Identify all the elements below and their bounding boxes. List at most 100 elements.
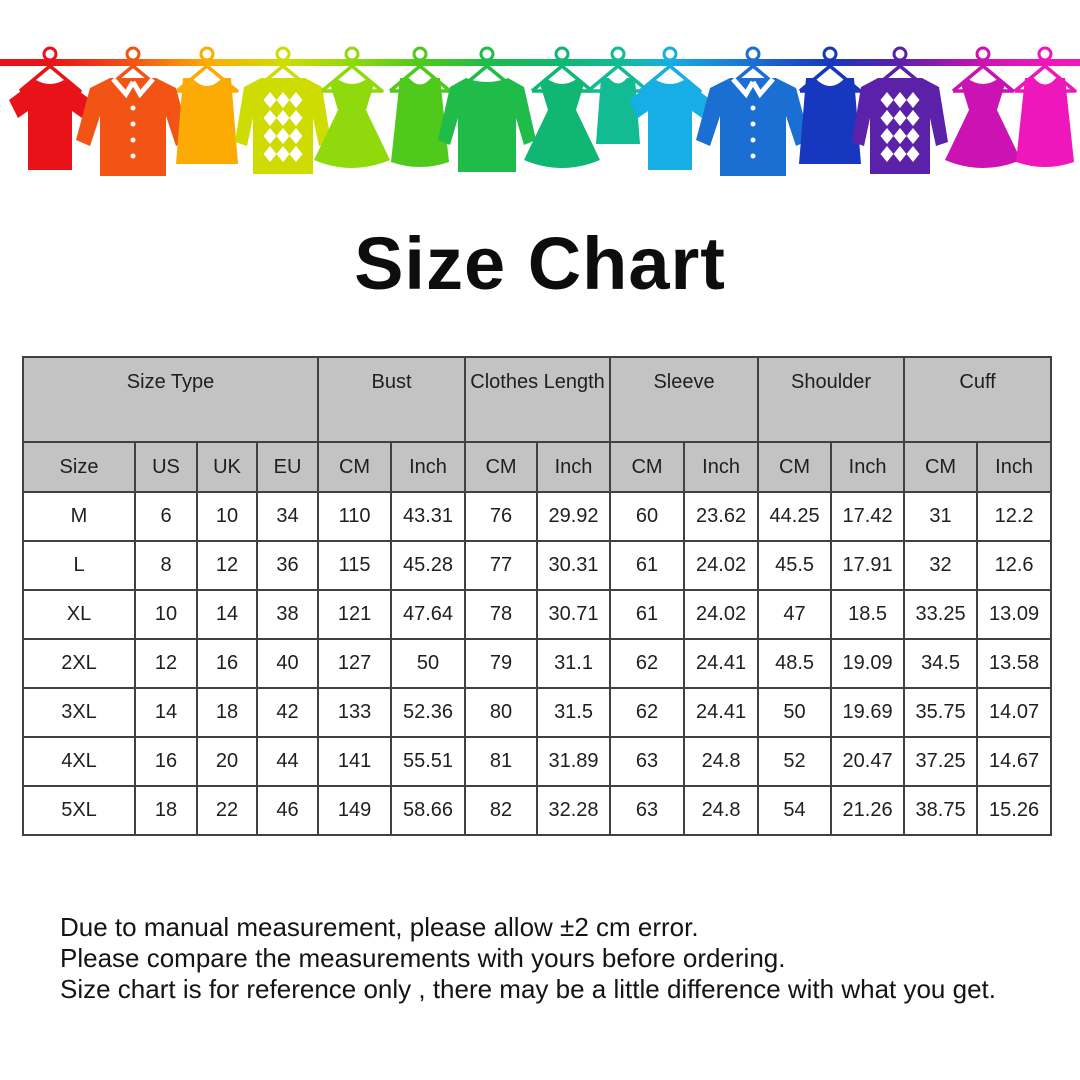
green-sweater-icon <box>438 46 536 172</box>
measurement-cell: 78 <box>464 589 539 640</box>
measurement-cell: 16 <box>134 736 198 787</box>
measurement-cell: 42 <box>255 687 320 738</box>
measurement-cell: 13.09 <box>976 589 1053 640</box>
measurement-cell: 32 <box>903 540 979 591</box>
magenta-dress-icon <box>945 46 1021 168</box>
measurement-cell: 24.41 <box>683 687 760 738</box>
measurement-cell: 76 <box>464 491 539 542</box>
subheader-cell-7: Inch <box>536 441 612 493</box>
measurement-cell: 48.5 <box>757 638 833 689</box>
subheader-cell-0: Size <box>22 441 136 493</box>
navy-tank-top-icon <box>798 46 862 164</box>
measurement-cell: 12.6 <box>976 540 1053 591</box>
note-line-3: Size chart is for reference only , there… <box>60 974 996 1004</box>
size-label-cell: 3XL <box>22 687 136 738</box>
measurement-cell: 12 <box>134 638 198 689</box>
measurement-cell: 121 <box>317 589 393 640</box>
size-row-xl: XL 10 14 38 121 47.64 78 30.71 61 24.02 47 18.5 33.2… <box>22 589 1053 640</box>
measurement-cell: 33.25 <box>903 589 979 640</box>
size-label-cell: 4XL <box>22 736 136 787</box>
purple-argyle-sweater-icon <box>852 46 948 174</box>
size-label-cell: 5XL <box>22 785 136 836</box>
measurement-cell: 14 <box>134 687 198 738</box>
yellow-argyle-sweater-icon <box>235 46 331 174</box>
measurement-cell: 31.89 <box>536 736 612 787</box>
measurement-cell: 63 <box>609 736 686 787</box>
measurement-cell: 50 <box>390 638 467 689</box>
size-table-body: M 6 10 34 110 43.31 76 29.92 60 23.62 44.25 17.42 31… <box>22 491 1053 836</box>
size-row-5xl: 5XL 18 22 46 149 58.66 82 32.28 63 24.8 54 21.26 38.… <box>22 785 1053 836</box>
measurement-cell: 12.2 <box>976 491 1053 542</box>
size-row-m: M 6 10 34 110 43.31 76 29.92 60 23.62 44.25 17.42 31… <box>22 491 1053 542</box>
measurement-cell: 24.02 <box>683 589 760 640</box>
orange-shirt-icon <box>76 46 190 176</box>
measurement-cell: 17.42 <box>830 491 906 542</box>
measurement-cell: 31 <box>903 491 979 542</box>
measurement-cell: 17.91 <box>830 540 906 591</box>
amber-tank-top-icon <box>175 46 239 164</box>
subheader-cell-2: UK <box>196 441 258 493</box>
column-subheader-row: Size US UK EU CM Inch CM Inch CM Inch CM Inch CM Inch <box>22 441 1053 493</box>
column-group-bust: Bust <box>317 356 467 443</box>
measurement-cell: 46 <box>255 785 320 836</box>
measurement-cell: 38.75 <box>903 785 979 836</box>
page-title: Size Chart <box>354 222 726 305</box>
measurement-cell: 81 <box>464 736 539 787</box>
measurement-cell: 18 <box>134 785 198 836</box>
measurement-cell: 20.47 <box>830 736 906 787</box>
measurement-cell: 141 <box>317 736 393 787</box>
measurement-cell: 44 <box>255 736 320 787</box>
measurement-cell: 45.28 <box>390 540 467 591</box>
measurement-cell: 15.26 <box>976 785 1053 836</box>
measurement-cell: 16 <box>196 638 258 689</box>
measurement-notes: Due to manual measurement, please allow … <box>60 912 1080 1005</box>
measurement-cell: 47 <box>757 589 833 640</box>
subheader-cell-9: Inch <box>683 441 760 493</box>
size-row-3xl: 3XL 14 18 42 133 52.36 80 31.5 62 24.41 50 19.69 35.… <box>22 687 1053 738</box>
measurement-cell: 43.31 <box>390 491 467 542</box>
note-line-2: Please compare the measurements with you… <box>60 943 786 973</box>
measurement-cell: 18.5 <box>830 589 906 640</box>
measurement-cell: 21.26 <box>830 785 906 836</box>
subheader-cell-1: US <box>134 441 198 493</box>
measurement-cell: 34 <box>255 491 320 542</box>
column-group-sleeve: Sleeve <box>609 356 760 443</box>
measurement-cell: 52 <box>757 736 833 787</box>
measurement-cell: 60 <box>609 491 686 542</box>
measurement-cell: 127 <box>317 638 393 689</box>
subheader-cell-13: Inch <box>976 441 1053 493</box>
teal-small-tank-icon <box>586 46 650 144</box>
measurement-cell: 18 <box>196 687 258 738</box>
size-label-cell: M <box>22 491 136 542</box>
size-table: Size Type Bust Clothes Length Sleeve Shoulde… <box>21 356 1053 836</box>
cyan-tshirt-icon <box>629 46 711 170</box>
measurement-cell: 40 <box>255 638 320 689</box>
subheader-cell-10: CM <box>757 441 833 493</box>
measurement-cell: 23.62 <box>683 491 760 542</box>
measurement-cell: 133 <box>317 687 393 738</box>
pink-camisole-icon <box>1013 46 1077 167</box>
teal-dress-icon <box>524 46 600 168</box>
size-row-4xl: 4XL 16 20 44 141 55.51 81 31.89 63 24.8 52 20.47 37.… <box>22 736 1053 787</box>
size-label-cell: XL <box>22 589 136 640</box>
column-group-cuff: Cuff <box>903 356 1053 443</box>
subheader-cell-11: Inch <box>830 441 906 493</box>
column-group-clothes-length: Clothes Length <box>464 356 612 443</box>
measurement-cell: 110 <box>317 491 393 542</box>
clothes-line-banner <box>0 0 1080 185</box>
measurement-cell: 32.28 <box>536 785 612 836</box>
measurement-cell: 13.58 <box>976 638 1053 689</box>
subheader-cell-3: EU <box>255 441 320 493</box>
measurement-cell: 31.1 <box>536 638 612 689</box>
measurement-cell: 14.67 <box>976 736 1053 787</box>
yellowgreen-dress-icon <box>314 46 390 168</box>
measurement-cell: 10 <box>134 589 198 640</box>
measurement-cell: 52.36 <box>390 687 467 738</box>
size-row-2xl: 2XL 12 16 40 127 50 79 31.1 62 24.41 48.5 19.09 34.5… <box>22 638 1053 689</box>
size-label-cell: L <box>22 540 136 591</box>
measurement-cell: 29.92 <box>536 491 612 542</box>
subheader-cell-5: Inch <box>390 441 467 493</box>
measurement-cell: 36 <box>255 540 320 591</box>
measurement-cell: 19.69 <box>830 687 906 738</box>
